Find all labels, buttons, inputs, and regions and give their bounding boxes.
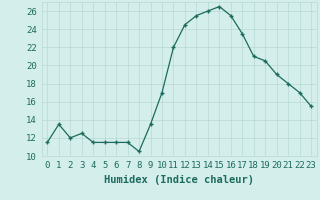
- X-axis label: Humidex (Indice chaleur): Humidex (Indice chaleur): [104, 175, 254, 185]
